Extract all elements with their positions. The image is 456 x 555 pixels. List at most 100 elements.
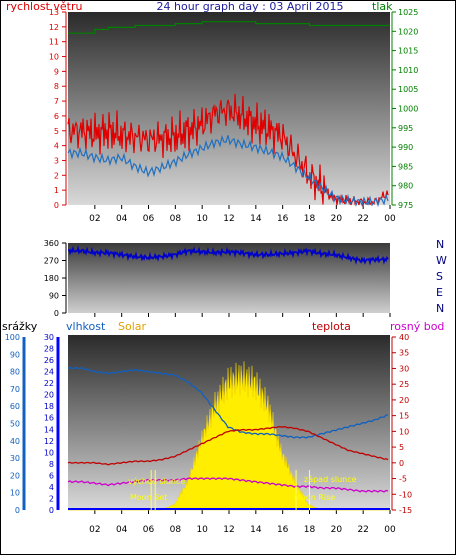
wind-direction-line bbox=[67, 245, 389, 266]
humidity-tick-label: 60 bbox=[10, 402, 20, 411]
rain-tick-label: 16 bbox=[44, 414, 54, 423]
time-tick-label: 20 bbox=[331, 214, 343, 224]
rain-tick-label: 2 bbox=[49, 494, 54, 503]
humidity-line bbox=[67, 366, 389, 439]
humidity-tick-label: 100 bbox=[5, 333, 20, 342]
direction-tick-label: 180 bbox=[44, 274, 59, 283]
temperature-tick-label: 5 bbox=[399, 443, 404, 452]
humidity-tick-label: 30 bbox=[10, 454, 20, 463]
temperature-tick-label: 10 bbox=[399, 427, 409, 436]
wind-tick-label: 0 bbox=[54, 201, 59, 210]
rain-tick-label: 14 bbox=[44, 425, 54, 434]
time-tick-label: 08 bbox=[170, 214, 182, 224]
rain-tick-label: 20 bbox=[44, 391, 54, 400]
direction-tick-label: 0 bbox=[54, 309, 59, 318]
pressure-tick-label: 985 bbox=[398, 162, 413, 171]
pressure-tick-label: 980 bbox=[398, 182, 413, 191]
pressure-tick-label: 990 bbox=[398, 143, 413, 152]
time-tick-label: 22 bbox=[357, 214, 368, 224]
temperature-tick-label: -5 bbox=[399, 475, 407, 484]
graph-title: 24 hour graph day : 03 April 2015 bbox=[157, 0, 344, 13]
time-tick-label: 22 bbox=[357, 525, 368, 535]
time-tick-label: 04 bbox=[116, 214, 128, 224]
pressure-tick-label: 995 bbox=[398, 124, 413, 133]
time-tick-label: 12 bbox=[223, 214, 234, 224]
temperature-tick-label: -15 bbox=[399, 506, 412, 515]
wind-tick-label: 11 bbox=[49, 38, 59, 47]
pressure-tick-label: 1015 bbox=[398, 47, 418, 56]
rain-tick-label: 30 bbox=[44, 333, 54, 342]
time-tick-label: 06 bbox=[143, 525, 155, 535]
rain-tick-label: 4 bbox=[49, 483, 54, 492]
humidity-tick-label: 0 bbox=[15, 506, 20, 515]
time-tick-label: 02 bbox=[89, 525, 100, 535]
wind-tick-label: 6 bbox=[54, 112, 59, 121]
rain-tick-label: 12 bbox=[44, 437, 54, 446]
rain-tick-label: 28 bbox=[44, 345, 54, 354]
humidity-tick-label: 50 bbox=[10, 420, 20, 429]
time-tick-label: 04 bbox=[116, 525, 128, 535]
humidity-tick-label: 80 bbox=[10, 368, 20, 377]
solar-axis-title: Solar bbox=[118, 320, 147, 333]
temperature-tick-label: 15 bbox=[399, 412, 409, 421]
rain-tick-label: 8 bbox=[49, 460, 54, 469]
rain-tick-label: 26 bbox=[44, 356, 54, 365]
time-tick-label: 16 bbox=[277, 214, 289, 224]
rain-tick-label: 24 bbox=[44, 368, 54, 377]
wind-tick-label: 13 bbox=[49, 8, 59, 17]
wind-tick-label: 2 bbox=[54, 171, 59, 180]
pressure-tick-label: 1020 bbox=[398, 27, 418, 36]
humidity-tick-label: 70 bbox=[10, 385, 20, 394]
time-tick-label: 06 bbox=[143, 214, 155, 224]
time-tick-label: 18 bbox=[304, 525, 316, 535]
wind-average-line bbox=[67, 134, 389, 208]
dir-label-e: E bbox=[436, 286, 443, 299]
wind-tick-label: 4 bbox=[54, 142, 59, 151]
wind-axis-title: rychlost větru bbox=[6, 0, 82, 13]
rain-tick-label: 6 bbox=[49, 471, 54, 480]
temperature-tick-label: 25 bbox=[399, 380, 409, 389]
time-tick-label: 08 bbox=[170, 525, 182, 535]
wind-tick-label: 1 bbox=[54, 186, 59, 195]
pressure-tick-label: 975 bbox=[398, 201, 413, 210]
temperature-line bbox=[67, 425, 389, 466]
time-tick-label: 18 bbox=[304, 214, 316, 224]
time-tick-label: 10 bbox=[196, 214, 208, 224]
humidity-tick-label: 90 bbox=[10, 350, 20, 359]
time-tick-label: 20 bbox=[331, 525, 343, 535]
temperature-tick-label: 20 bbox=[399, 396, 409, 405]
temperature-tick-label: 0 bbox=[399, 459, 404, 468]
pressure-tick-label: 1005 bbox=[398, 85, 418, 94]
temperature-tick-label: 30 bbox=[399, 364, 409, 373]
wind-tick-label: 5 bbox=[54, 127, 59, 136]
time-tick-label: 02 bbox=[89, 214, 100, 224]
pressure-line bbox=[68, 21, 390, 34]
pressure-tick-label: 1000 bbox=[398, 105, 418, 114]
dir-label-s: S bbox=[436, 270, 443, 283]
temperature-axis-title: teplota bbox=[312, 320, 351, 333]
humidity-tick-label: 20 bbox=[10, 471, 20, 480]
wind-tick-label: 3 bbox=[54, 156, 59, 165]
temperature-tick-label: 40 bbox=[399, 333, 409, 342]
time-tick-label: 14 bbox=[250, 525, 262, 535]
temperature-tick-label: -10 bbox=[399, 490, 412, 499]
humidity-tick-label: 40 bbox=[10, 437, 20, 446]
moonset-label: Moon Set bbox=[130, 493, 167, 502]
rain-tick-label: 22 bbox=[44, 379, 54, 388]
wind-tick-label: 8 bbox=[54, 82, 59, 91]
sunset-label: západ slunce bbox=[304, 475, 357, 484]
pressure-tick-label: 1025 bbox=[398, 8, 418, 17]
direction-tick-label: 90 bbox=[49, 292, 59, 301]
pressure-axis-title: tlak bbox=[372, 0, 393, 13]
direction-tick-label: 270 bbox=[44, 257, 59, 266]
dewpoint-line bbox=[67, 477, 389, 493]
time-tick-label: 12 bbox=[223, 525, 234, 535]
dewpoint-axis-title: rosný bod bbox=[390, 320, 444, 333]
time-tick-label: 10 bbox=[196, 525, 208, 535]
wind-speed-line bbox=[67, 93, 389, 208]
temperature-tick-label: 35 bbox=[399, 349, 409, 358]
wind-tick-label: 9 bbox=[54, 67, 59, 76]
dir-label-n-bottom: N bbox=[436, 302, 444, 315]
